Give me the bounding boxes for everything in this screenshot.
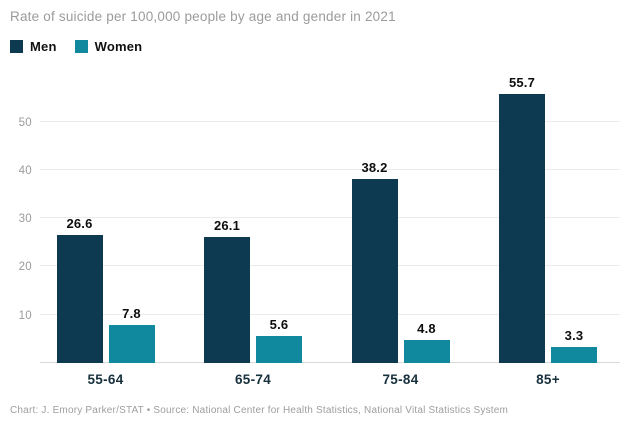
x-axis-label-85+: 85+ (536, 372, 560, 387)
bar-men-65-74 (204, 237, 250, 363)
x-axis-label-75-84: 75-84 (382, 372, 419, 387)
gridline-50 (40, 120, 620, 122)
y-axis-tick-label: 40 (18, 164, 32, 177)
x-axis-label-55-64: 55-64 (87, 372, 124, 387)
value-label-men-75-84: 38.2 (361, 159, 388, 175)
bar-women-65-74 (256, 335, 302, 363)
bar-women-75-84 (403, 339, 450, 363)
legend: Men Women (10, 39, 160, 54)
x-axis-label-65-74: 65-74 (234, 372, 272, 387)
value-label-men-65-74: 26.1 (213, 218, 241, 234)
x-axis-baseline (40, 362, 620, 363)
legend-item-women: Women (74, 39, 143, 54)
legend-label-men: Men (30, 39, 57, 54)
gridline-30 (40, 217, 620, 219)
gridline-20 (40, 265, 620, 267)
bar-women-85+ (551, 347, 597, 363)
value-label-women-65-74: 5.6 (269, 316, 289, 332)
gridline-10 (40, 313, 620, 315)
y-axis-tick-label: 50 (18, 116, 32, 129)
value-label-men-85+: 55.7 (508, 75, 536, 91)
gridline-40 (40, 168, 620, 170)
source-caption: Chart: J. Emory Parker/STAT • Source: Na… (10, 405, 509, 416)
legend-swatch-men (10, 40, 23, 53)
bar-men-55-64 (56, 234, 103, 363)
legend-swatch-women (74, 40, 88, 53)
legend-label-women: Women (94, 39, 143, 54)
bar-women-55-64 (108, 325, 155, 363)
value-label-women-85+: 3.3 (564, 328, 584, 344)
value-label-women-75-84: 4.8 (417, 320, 436, 336)
y-axis-tick-label: 10 (18, 309, 32, 322)
value-label-women-55-64: 7.8 (122, 306, 141, 322)
bar-men-75-84 (351, 178, 398, 363)
y-axis-tick-label: 20 (18, 261, 32, 274)
bar-men-85+ (499, 94, 545, 363)
chart-title: Rate of suicide per 100,000 people by ag… (10, 9, 396, 24)
plot-area: 10 20 30 40 50 26.6 7.8 55-64 26.1 5.6 65-74 38.2 4.… (19, 70, 620, 387)
value-label-men-55-64: 26.6 (66, 215, 93, 231)
y-axis-tick-label: 30 (18, 213, 32, 226)
legend-item-men: Men (10, 39, 57, 54)
